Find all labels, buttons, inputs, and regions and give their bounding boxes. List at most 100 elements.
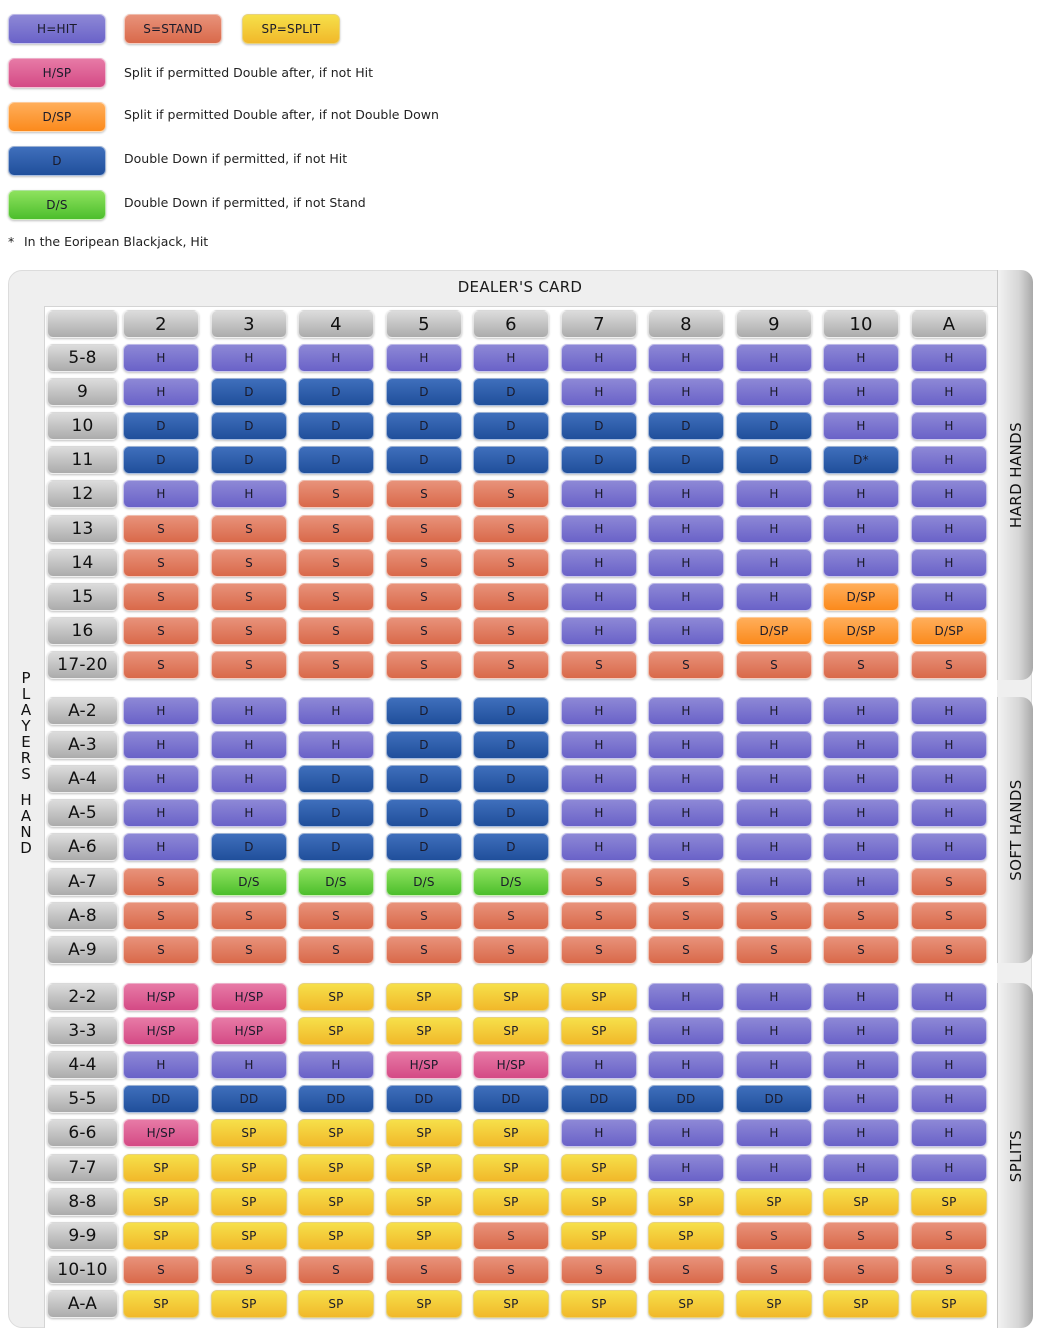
action-cell-h: H <box>911 549 987 577</box>
action-cell-h: H <box>823 765 899 793</box>
action-cell-dd: DD <box>386 1085 462 1113</box>
action-cell-dd: DD <box>123 1085 199 1113</box>
action-cell-d: D <box>473 799 549 827</box>
action-cell-h: H <box>823 799 899 827</box>
action-cell-d-s: D/S <box>386 868 462 896</box>
action-cell-s: S <box>211 936 287 964</box>
action-cell-s: S <box>211 902 287 930</box>
action-cell-h: H <box>911 983 987 1011</box>
action-cell-d: D <box>298 799 374 827</box>
action-cell-s: S <box>911 651 987 679</box>
action-cell-d: D <box>648 412 724 440</box>
action-cell-sp: SP <box>211 1290 287 1318</box>
legend-split-swatch: SP=SPLIT <box>242 14 340 44</box>
action-cell-h: H <box>736 480 812 508</box>
action-cell-s: S <box>473 515 549 543</box>
action-cell-s: S <box>561 651 637 679</box>
action-cell-h: H <box>736 344 812 372</box>
players-hand-letter: P <box>21 669 31 687</box>
action-cell-d: D <box>473 731 549 759</box>
action-cell-d: D <box>561 412 637 440</box>
action-cell-h: H <box>736 731 812 759</box>
action-cell-h: H <box>211 1051 287 1079</box>
action-cell-s: S <box>911 902 987 930</box>
dealer-card-header: 9 <box>736 310 812 338</box>
legend-double-split-description: Split if permitted Double after, if not … <box>124 107 439 122</box>
dealer-card-header: 4 <box>298 310 374 338</box>
action-cell-h: H <box>736 868 812 896</box>
action-cell-h: H <box>823 868 899 896</box>
action-cell-h: H <box>211 799 287 827</box>
action-cell-h: H <box>911 731 987 759</box>
action-cell-d: D <box>386 765 462 793</box>
action-cell-d: D <box>386 833 462 861</box>
action-cell-h: H <box>911 799 987 827</box>
action-cell-h: H <box>648 1154 724 1182</box>
players-hand-letter: A <box>20 701 32 719</box>
action-cell-d: D <box>473 833 549 861</box>
action-cell-s: S <box>123 651 199 679</box>
action-cell-dd: DD <box>298 1085 374 1113</box>
action-cell-d: D <box>386 697 462 725</box>
action-cell-s: S <box>823 902 899 930</box>
action-cell-h: H <box>648 378 724 406</box>
player-hand-label: 14 <box>47 549 118 577</box>
action-cell-h: H <box>561 1051 637 1079</box>
legend-hit-swatch: H=HIT <box>8 14 106 44</box>
action-cell-h: H <box>648 617 724 645</box>
action-cell-sp: SP <box>123 1154 199 1182</box>
action-cell-d-star: D* <box>823 446 899 474</box>
action-cell-sp: SP <box>298 1154 374 1182</box>
action-cell-d: D <box>386 446 462 474</box>
action-cell-h: H <box>123 765 199 793</box>
action-cell-h: H <box>648 344 724 372</box>
legend-double-description: Double Down if permitted, if not Hit <box>124 151 348 166</box>
action-cell-h: H <box>561 515 637 543</box>
action-cell-s: S <box>386 1256 462 1284</box>
action-cell-d: D <box>386 799 462 827</box>
action-cell-sp: SP <box>298 1017 374 1045</box>
dealer-card-header: 8 <box>648 310 724 338</box>
action-cell-h: H <box>473 344 549 372</box>
action-cell-s: S <box>911 936 987 964</box>
action-cell-h: H <box>298 697 374 725</box>
player-hand-label: A-7 <box>47 868 118 896</box>
action-cell-h-sp: H/SP <box>123 1017 199 1045</box>
action-cell-s: S <box>473 480 549 508</box>
action-cell-s: S <box>561 936 637 964</box>
player-hand-label: 16 <box>47 617 118 645</box>
action-cell-s: S <box>648 936 724 964</box>
player-hand-label: 4-4 <box>47 1051 118 1079</box>
action-cell-s: S <box>473 1222 549 1250</box>
action-cell-d: D <box>473 765 549 793</box>
action-cell-sp: SP <box>561 983 637 1011</box>
action-cell-s: S <box>736 1222 812 1250</box>
action-cell-s: S <box>561 1256 637 1284</box>
action-cell-s: S <box>911 1222 987 1250</box>
action-cell-h: H <box>736 549 812 577</box>
action-cell-s: S <box>211 617 287 645</box>
legend-double-split-swatch: D/SP <box>8 102 106 132</box>
action-cell-s: S <box>473 617 549 645</box>
action-cell-h: H <box>736 765 812 793</box>
action-cell-d-sp: D/SP <box>736 617 812 645</box>
action-cell-s: S <box>473 549 549 577</box>
action-cell-h: H <box>298 1051 374 1079</box>
action-cell-h: H <box>123 1051 199 1079</box>
action-cell-h: H <box>911 765 987 793</box>
action-cell-s: S <box>211 583 287 611</box>
players-hand-letter: Y <box>21 717 31 735</box>
action-cell-h: H <box>911 1119 987 1147</box>
action-cell-sp: SP <box>386 1017 462 1045</box>
player-hand-label: 10-10 <box>47 1256 118 1284</box>
action-cell-sp: SP <box>473 983 549 1011</box>
action-cell-h: H <box>823 833 899 861</box>
dealer-card-header: 7 <box>561 310 637 338</box>
legend-double-swatch: D <box>8 146 106 176</box>
action-cell-d: D <box>298 446 374 474</box>
action-cell-d: D <box>211 446 287 474</box>
action-cell-s: S <box>736 651 812 679</box>
action-cell-sp: SP <box>561 1290 637 1318</box>
action-cell-h: H <box>211 480 287 508</box>
action-cell-h: H <box>911 412 987 440</box>
